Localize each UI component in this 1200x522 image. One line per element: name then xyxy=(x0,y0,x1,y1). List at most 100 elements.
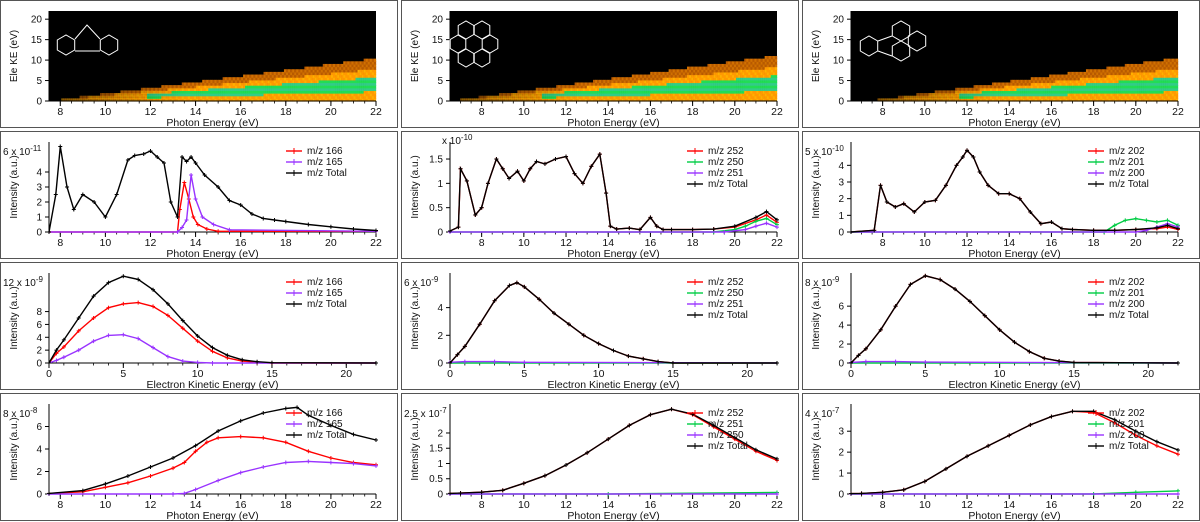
heatmap-cell xyxy=(358,61,360,64)
heatmap-cell xyxy=(180,85,182,88)
heatmap-cell xyxy=(163,85,165,88)
heatmap-cell xyxy=(709,64,711,67)
y-tick-label: 2 xyxy=(437,331,443,342)
heatmap-cell xyxy=(552,88,554,91)
heatmap-cell xyxy=(554,88,556,91)
y-tick-label: 1 xyxy=(36,213,42,224)
heatmap-cell xyxy=(556,85,558,88)
heatmap-cell xyxy=(1006,82,1008,85)
heatmap-cell xyxy=(568,85,570,88)
heatmap-cell xyxy=(769,56,771,59)
heatmap-cell xyxy=(483,96,485,99)
heatmap-cell xyxy=(669,69,671,72)
heatmap-cell xyxy=(679,69,681,72)
heatmap-cell xyxy=(1166,59,1168,62)
heatmap-cell xyxy=(699,67,701,70)
heatmap-cell xyxy=(190,82,192,85)
x-tick-label: 20 xyxy=(340,368,352,380)
x-tick-label: 10 xyxy=(100,237,112,249)
heatmap-cell xyxy=(984,85,986,88)
heatmap-cell xyxy=(184,82,186,85)
heatmap-cell xyxy=(120,90,122,93)
heatmap-cell xyxy=(540,88,542,91)
heatmap-cell xyxy=(172,85,174,88)
heatmap-cell xyxy=(308,67,310,70)
heatmap-cell xyxy=(1014,80,1016,83)
heatmap-cell xyxy=(270,72,272,75)
heatmap-cell xyxy=(368,59,370,62)
heatmap-cell xyxy=(208,80,210,83)
x-tick-label: 10 xyxy=(919,237,931,249)
heatmap-cell xyxy=(628,77,630,80)
heatmap-cell xyxy=(767,56,769,59)
heatmap-cell xyxy=(225,77,227,80)
heatmap-cell xyxy=(1078,72,1080,75)
y-exponent-label: 6 x 10-9 xyxy=(404,275,439,289)
heatmap-cell xyxy=(581,82,583,85)
heatmap-cell xyxy=(487,96,489,99)
series-line xyxy=(49,303,376,363)
y-tick-label: 5 xyxy=(437,76,443,87)
heatmap-cell xyxy=(503,93,505,96)
y-tick-label: 10 xyxy=(31,56,43,67)
x-tick-label: 20 xyxy=(1130,237,1142,249)
heatmap-cell xyxy=(149,88,151,91)
heatmap-cell xyxy=(1117,67,1119,70)
heatmap-cell xyxy=(1072,72,1074,75)
heatmap-cell xyxy=(1121,67,1123,70)
heatmap-cell xyxy=(1055,75,1057,78)
heatmap-cell xyxy=(1033,77,1035,80)
heatmap-cell xyxy=(129,90,131,93)
heatmap-cell xyxy=(648,75,650,78)
heatmap-cell xyxy=(618,77,620,80)
heatmap-cell xyxy=(935,90,937,93)
heatmap-cell xyxy=(1143,61,1145,64)
heatmap-cell xyxy=(1104,69,1106,72)
heatmap-cell xyxy=(671,69,673,72)
y-tick-label: 3 xyxy=(36,183,42,194)
heatmap-cell xyxy=(1037,77,1039,80)
heatmap-cell xyxy=(1086,69,1088,72)
heatmap-cell xyxy=(978,85,980,88)
heatmap-cell xyxy=(927,93,929,96)
y-exponent-label: x 10-10 xyxy=(442,133,473,147)
heatmap-cell xyxy=(1008,82,1010,85)
legend-label: m/z 201 xyxy=(1109,157,1145,168)
y-tick-label: 4 xyxy=(838,161,844,172)
heatmap-cell xyxy=(1160,61,1162,64)
heatmap-cell xyxy=(212,80,214,83)
heatmap-cell xyxy=(642,75,644,78)
heatmap-cell xyxy=(1131,64,1133,67)
heatmap-cell xyxy=(1110,67,1112,70)
heatmap-cell xyxy=(489,96,491,99)
heatmap-cell xyxy=(513,93,515,96)
heatmap-cell xyxy=(963,88,965,91)
x-tick-label: 22 xyxy=(1172,106,1184,118)
heatmap-cell xyxy=(237,77,239,80)
heatmap-cell xyxy=(1043,77,1045,80)
heatmap-cell xyxy=(239,77,241,80)
heatmap-cell xyxy=(965,88,967,91)
legend-label: m/z 165 xyxy=(307,288,343,299)
heatmap-cell xyxy=(761,59,763,62)
heatmap-cell xyxy=(644,75,646,78)
heatmap-cell xyxy=(311,67,313,70)
heatmap-cell xyxy=(157,88,159,91)
heatmap-cell xyxy=(247,75,249,78)
heatmap-cell xyxy=(900,96,902,99)
heatmap-cell xyxy=(990,85,992,88)
legend-label: m/z 166 xyxy=(307,277,343,288)
heatmap-cell xyxy=(268,72,270,75)
heatmap-cell xyxy=(198,82,200,85)
heatmap-cell xyxy=(1155,61,1157,64)
heatmap-cell xyxy=(509,93,511,96)
x-axis-label: Photon Energy (eV) xyxy=(166,248,258,260)
heatmap-cell xyxy=(955,88,957,91)
heatmap-cell xyxy=(640,75,642,78)
x-axis-label: Electron Kinetic Energy (eV) xyxy=(147,379,279,391)
heatmap-cell xyxy=(736,61,738,64)
heatmap-cell xyxy=(566,85,568,88)
